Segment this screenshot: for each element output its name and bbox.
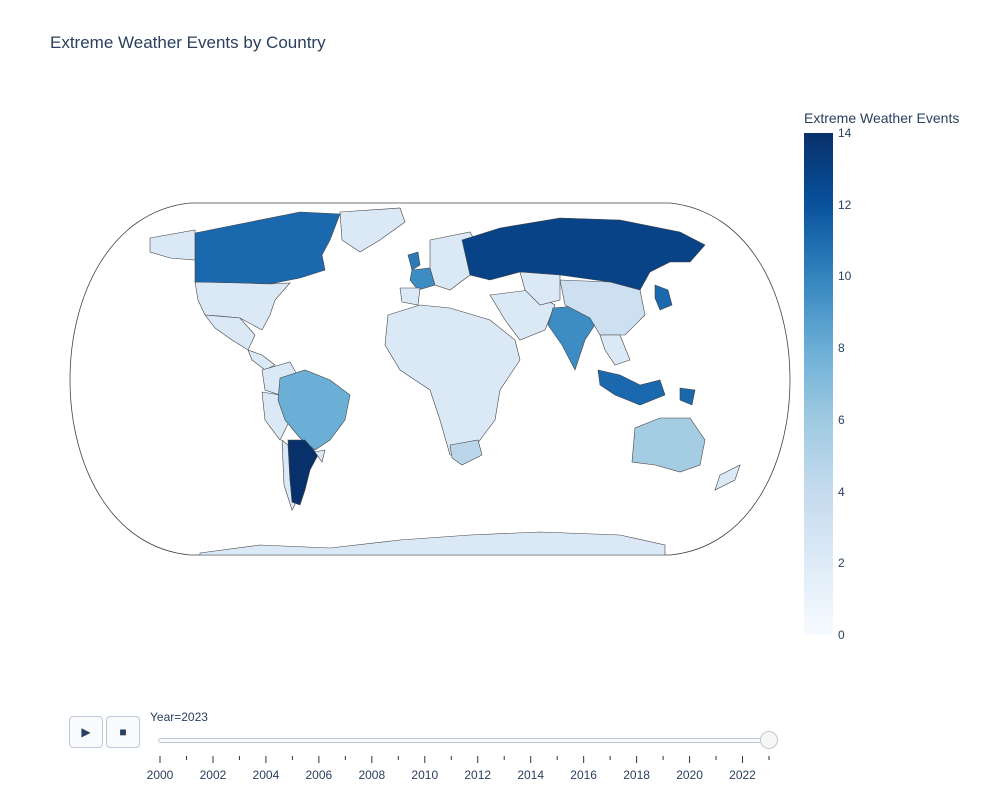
slider-tick-label[interactable]: 2006: [305, 768, 333, 782]
slider-tick-label[interactable]: 2022: [729, 768, 756, 782]
slider-current-label: Year=2023: [150, 710, 208, 724]
country-antarctica[interactable]: [199, 531, 666, 555]
slider-tick-label[interactable]: 2000: [146, 768, 174, 782]
country-france[interactable]: [409, 267, 436, 291]
slider-tick-label[interactable]: 2002: [199, 768, 227, 782]
country-central-asia[interactable]: [519, 271, 561, 306]
slider-tick-label[interactable]: 2014: [517, 768, 545, 782]
chart-title: Extreme Weather Events by Country: [50, 33, 326, 52]
colorbar-tick-label: 12: [838, 197, 852, 212]
country-argentina[interactable]: [287, 439, 319, 506]
colorbar-tick-label: 4: [838, 484, 845, 499]
country-brazil[interactable]: [277, 369, 351, 451]
slider-tick-label[interactable]: 2016: [570, 768, 597, 782]
country-united-states[interactable]: [194, 281, 291, 331]
country-indonesia[interactable]: [597, 369, 666, 406]
colorbar: [804, 133, 833, 635]
slider-label-text: Year=2023: [150, 710, 208, 724]
slider-tick-label[interactable]: 2004: [252, 768, 280, 782]
country-united-kingdom[interactable]: [407, 251, 421, 271]
slider-tick-label[interactable]: 2012: [464, 768, 492, 782]
slider-tick-label[interactable]: 2010: [411, 768, 439, 782]
slider-tick-label[interactable]: 2018: [623, 768, 650, 782]
country-uruguay[interactable]: [314, 449, 326, 463]
colorbar-tick-label: 14: [838, 126, 852, 140]
country-alaska[interactable]: [149, 229, 196, 261]
country-greenland[interactable]: [339, 207, 406, 253]
country-southeast-asia[interactable]: [599, 334, 631, 366]
colorbar-tick-label: 6: [838, 412, 845, 427]
colorbar-tick-label: 10: [838, 269, 852, 284]
play-button[interactable]: ▶: [69, 716, 103, 748]
play-icon: ▶: [81, 725, 91, 739]
colorbar-tick-label: 8: [838, 341, 845, 356]
country-china[interactable]: [559, 279, 646, 336]
stop-icon: ■: [119, 725, 127, 739]
slider-tick-label[interactable]: 2020: [676, 768, 703, 782]
colorbar-tick-label: 0: [838, 628, 845, 642]
colorbar-tick-label: 2: [838, 556, 845, 571]
country-africa[interactable]: [384, 304, 521, 456]
country-australia[interactable]: [631, 417, 706, 473]
year-slider-handle[interactable]: [760, 731, 778, 749]
slider-tick-label[interactable]: 2008: [358, 768, 386, 782]
country-papua-new-guinea[interactable]: [679, 387, 696, 406]
country-south-africa[interactable]: [449, 439, 483, 466]
colorbar-title: Extreme Weather Events: [804, 110, 960, 126]
stop-button[interactable]: ■: [106, 716, 140, 748]
country-japan[interactable]: [654, 284, 673, 311]
country-new-zealand[interactable]: [714, 464, 741, 491]
country-iberia[interactable]: [399, 287, 421, 306]
world-map[interactable]: [0, 0, 1000, 700]
